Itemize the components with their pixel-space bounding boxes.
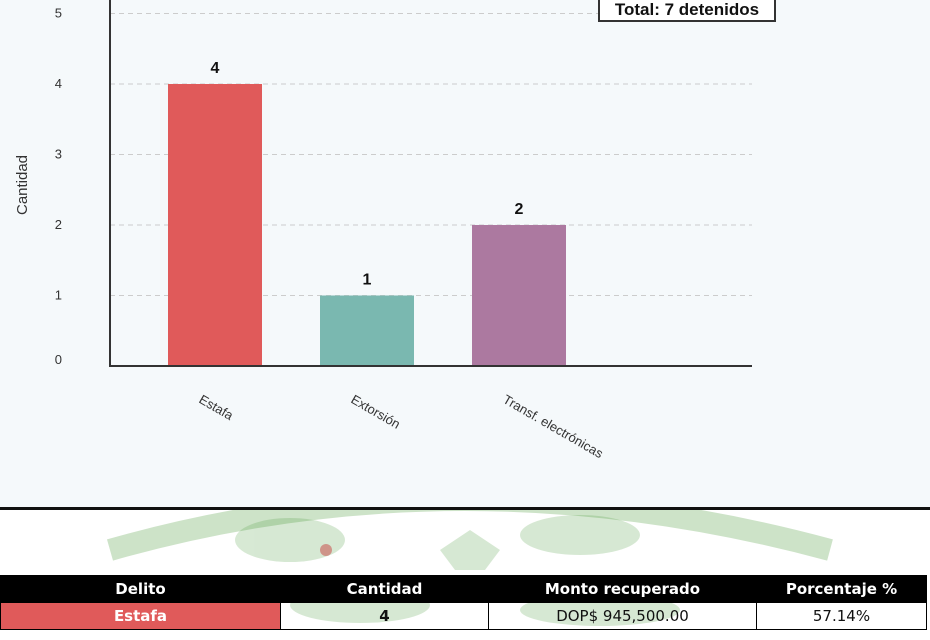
x-tick-label: Estafa <box>197 392 237 424</box>
header-monto: Monto recuperado <box>488 575 757 603</box>
chart-panel: 0 1 2 3 4 5 4 1 2 Estafa Extorsión Transf. electr… <box>14 0 776 462</box>
cell-cantidad: 4 <box>280 602 489 630</box>
x-tick-label: Extorsión <box>349 392 403 432</box>
crime-table: Delito Cantidad Monto recuperado Porcent… <box>0 575 927 630</box>
header-porcentaje: Porcentaje % <box>756 575 927 603</box>
table-header-row: Delito Cantidad Monto recuperado Porcent… <box>0 575 927 603</box>
x-tick-labels: Estafa Extorsión Transf. electrónicas <box>197 392 607 462</box>
bar <box>472 225 566 366</box>
axes <box>109 0 752 367</box>
cell-monto: DOP$ 945,500.00 <box>488 602 757 630</box>
total-annotation: Total: 7 detenidos <box>598 0 776 22</box>
total-annotation-text: Total: 7 detenidos <box>615 0 759 19</box>
bars <box>168 84 566 366</box>
y-tick-label: 2 <box>55 217 62 232</box>
y-tick-label: 1 <box>55 288 62 303</box>
bar-chart: 0 1 2 3 4 5 4 1 2 Estafa Extorsión Transf. electr… <box>14 0 776 462</box>
bar-value-label: 4 <box>211 60 220 77</box>
bar <box>168 84 262 366</box>
x-tick-label: Transf. electrónicas <box>501 392 607 462</box>
bar-value-label: 1 <box>363 272 372 289</box>
cell-porcentaje: 57.14% <box>756 602 927 630</box>
y-tick-labels: 0 1 2 3 4 5 <box>55 6 62 368</box>
bar <box>320 295 414 366</box>
header-delito: Delito <box>0 575 281 603</box>
y-tick-label: 5 <box>55 6 62 21</box>
value-labels: 4 1 2 <box>211 60 524 289</box>
y-tick-label: 4 <box>55 76 62 91</box>
y-tick-label: 3 <box>55 147 62 162</box>
y-tick-label: 0 <box>55 352 62 367</box>
bar-value-label: 2 <box>515 201 524 218</box>
y-axis-title: Cantidad <box>14 155 31 215</box>
cell-delito: Estafa <box>0 602 281 630</box>
table-row: Estafa 4 DOP$ 945,500.00 57.14% <box>0 602 927 630</box>
section-divider <box>0 507 930 510</box>
header-cantidad: Cantidad <box>280 575 489 603</box>
